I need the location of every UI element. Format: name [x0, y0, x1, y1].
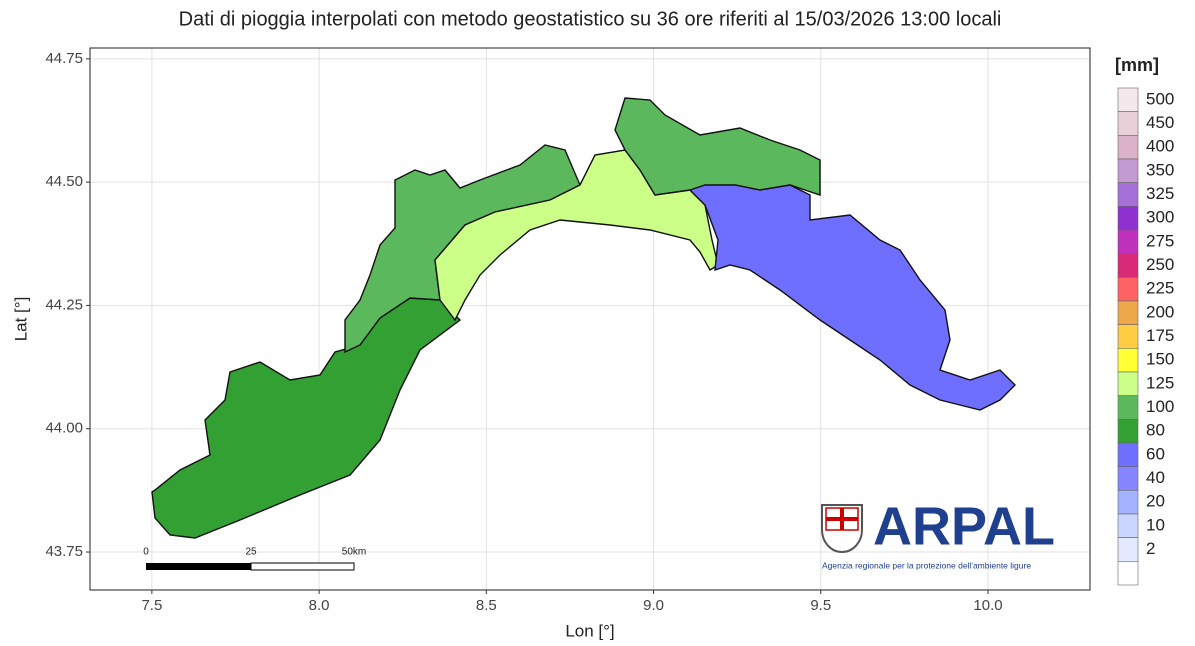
logo-subtitle: Agenzia regionale per la protezione dell…	[822, 560, 1031, 570]
legend-label: 40	[1146, 468, 1165, 487]
legend-swatch	[1117, 111, 1139, 136]
x-tick-label: 8.5	[476, 597, 497, 614]
x-axis-label: Lon [°]	[565, 621, 614, 640]
legend-swatch	[1117, 253, 1139, 278]
legend-label: 10	[1146, 515, 1165, 534]
legend-label: 250	[1146, 255, 1174, 274]
legend-label: 350	[1146, 160, 1174, 179]
legend-swatch	[1117, 87, 1139, 112]
legend-label: 450	[1146, 113, 1174, 132]
legend-swatch	[1117, 277, 1139, 302]
legend-label: 60	[1146, 444, 1165, 463]
logo-name: ARPAL	[873, 496, 1055, 556]
regions	[151, 97, 1016, 539]
scale-segment	[146, 563, 251, 570]
y-axis-label: Lat [°]	[11, 297, 30, 342]
legend-label: 325	[1146, 184, 1174, 203]
legend-swatch	[1117, 135, 1139, 160]
scale-bar: 0 25 50km	[143, 547, 366, 571]
legend-swatch	[1117, 395, 1139, 420]
logo: ARPAL Agenzia regionale per la protezion…	[821, 496, 1055, 570]
legend-swatch	[1117, 158, 1139, 183]
legend-swatch	[1117, 182, 1139, 207]
panel-border	[89, 47, 1091, 591]
legend-label: 2	[1146, 539, 1155, 558]
y-tick-label: 44.50	[45, 173, 83, 190]
legend-title: [mm]	[1115, 55, 1159, 75]
legend-label: 80	[1146, 421, 1165, 440]
x-tick-label: 9.5	[810, 597, 831, 614]
legend-swatch	[1117, 561, 1139, 586]
region	[434, 149, 719, 322]
legend-swatch	[1117, 348, 1139, 373]
legend-label: 400	[1146, 137, 1174, 156]
legend-label: 200	[1146, 302, 1174, 321]
legend: 500 450 400 350 325 300 275 250 225 200 175 150 125 1…	[1117, 87, 1174, 586]
legend-swatch	[1117, 490, 1139, 515]
legend-swatch	[1117, 537, 1139, 562]
legend-swatch	[1117, 466, 1139, 491]
legend-label: 175	[1146, 326, 1174, 345]
x-tick-label: 10.0	[973, 597, 1002, 614]
legend-swatch	[1117, 300, 1139, 325]
y-tick-label: 43.75	[45, 543, 83, 560]
title: Dati di pioggia interpolati con metodo g…	[179, 8, 1002, 30]
legend-swatch	[1117, 419, 1139, 444]
legend-swatch	[1117, 206, 1139, 231]
legend-swatch	[1117, 442, 1139, 467]
legend-swatch	[1117, 513, 1139, 538]
scale-label: 50km	[342, 547, 366, 558]
legend-label: 500	[1146, 89, 1174, 108]
y-tick-label: 44.25	[45, 296, 83, 313]
legend-label: 125	[1146, 373, 1174, 392]
x-tick-label: 7.5	[141, 597, 162, 614]
legend-label: 300	[1146, 208, 1174, 227]
legend-swatch	[1117, 371, 1139, 396]
x-tick-label: 8.0	[309, 597, 330, 614]
region	[688, 184, 1016, 411]
legend-label: 20	[1146, 492, 1165, 511]
legend-label: 225	[1146, 279, 1174, 298]
legend-swatch	[1117, 324, 1139, 349]
legend-label: 150	[1146, 350, 1174, 369]
legend-swatch	[1117, 229, 1139, 254]
legend-label: 275	[1146, 231, 1174, 250]
scale-label: 0	[143, 547, 149, 558]
scale-segment	[250, 562, 355, 571]
legend-label: 100	[1146, 397, 1174, 416]
scale-label: 25	[245, 547, 257, 558]
y-tick-label: 44.00	[45, 420, 83, 437]
x-tick-label: 9.0	[643, 597, 664, 614]
y-tick-label: 44.75	[45, 50, 83, 67]
